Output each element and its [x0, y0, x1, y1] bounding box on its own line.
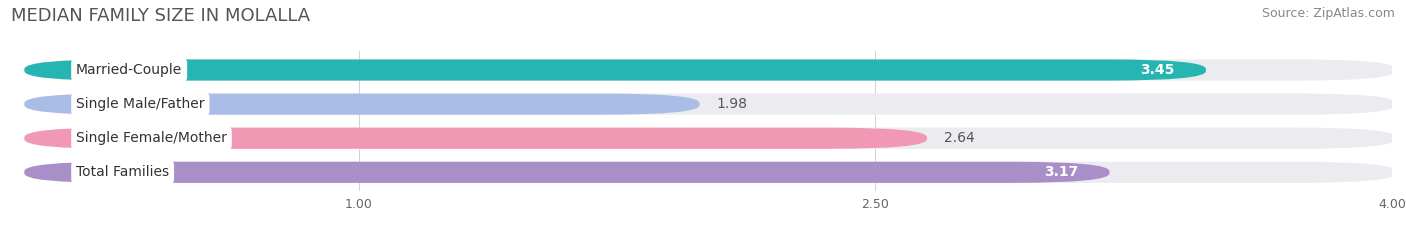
- FancyBboxPatch shape: [24, 128, 1395, 149]
- Text: 3.17: 3.17: [1045, 165, 1078, 179]
- Text: 1.98: 1.98: [717, 97, 748, 111]
- FancyBboxPatch shape: [24, 162, 1109, 183]
- Text: 2.64: 2.64: [945, 131, 974, 145]
- FancyBboxPatch shape: [24, 59, 1206, 81]
- Text: Source: ZipAtlas.com: Source: ZipAtlas.com: [1261, 7, 1395, 20]
- FancyBboxPatch shape: [24, 93, 700, 115]
- Text: Single Female/Mother: Single Female/Mother: [76, 131, 226, 145]
- Text: MEDIAN FAMILY SIZE IN MOLALLA: MEDIAN FAMILY SIZE IN MOLALLA: [11, 7, 311, 25]
- FancyBboxPatch shape: [24, 128, 927, 149]
- Text: 3.45: 3.45: [1140, 63, 1175, 77]
- Text: Single Male/Father: Single Male/Father: [76, 97, 204, 111]
- Text: Total Families: Total Families: [76, 165, 169, 179]
- FancyBboxPatch shape: [24, 162, 1395, 183]
- FancyBboxPatch shape: [24, 93, 1395, 115]
- Text: Married-Couple: Married-Couple: [76, 63, 183, 77]
- FancyBboxPatch shape: [24, 59, 1395, 81]
